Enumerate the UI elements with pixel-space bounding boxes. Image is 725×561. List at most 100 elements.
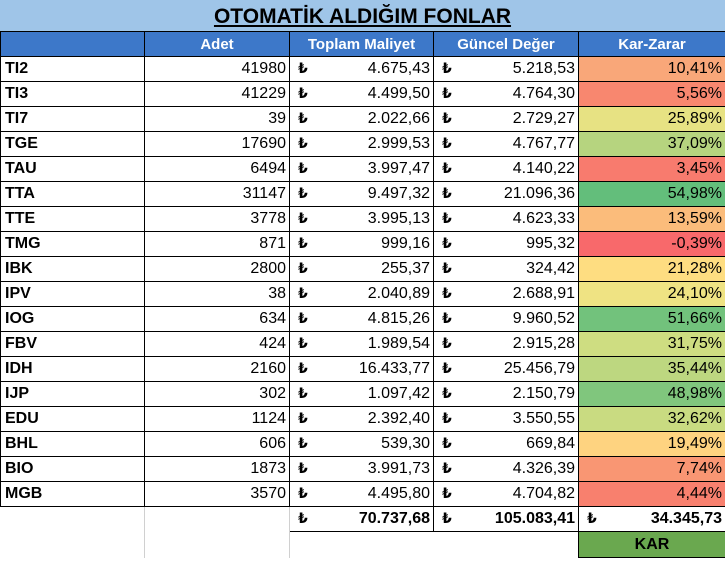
maliyet-cell[interactable]: ₺ 255,37 [289,256,434,282]
blank-cell[interactable] [1,532,145,558]
kar-zarar-cell[interactable]: 25,89% [578,106,725,132]
fund-code[interactable]: MGB [0,481,145,507]
fund-code[interactable]: BIO [0,456,145,482]
fund-code[interactable]: EDU [0,406,145,432]
fund-code[interactable]: IBK [0,256,145,282]
header-adet[interactable]: Adet [144,31,290,57]
kar-zarar-cell[interactable]: 51,66% [578,306,725,332]
adet-cell[interactable]: 302 [144,381,290,407]
deger-cell[interactable]: ₺ 995,32 [433,231,579,257]
maliyet-cell[interactable]: ₺ 9.497,32 [289,181,434,207]
deger-cell[interactable]: ₺ 4.764,30 [433,81,579,107]
maliyet-cell[interactable]: ₺ 4.675,43 [289,56,434,82]
maliyet-cell[interactable]: ₺ 4.815,26 [289,306,434,332]
deger-cell[interactable]: ₺ 2.729,27 [433,106,579,132]
kar-zarar-cell[interactable]: 7,74% [578,456,725,482]
deger-cell[interactable]: ₺ 4.704,82 [433,481,579,507]
maliyet-cell[interactable]: ₺ 2.040,89 [289,281,434,307]
header-name[interactable] [0,31,145,57]
deger-cell[interactable]: ₺ 324,42 [433,256,579,282]
fund-code[interactable]: TI7 [0,106,145,132]
fund-code[interactable]: IJP [0,381,145,407]
maliyet-cell[interactable]: ₺ 4.499,50 [289,81,434,107]
header-kar-zarar[interactable]: Kar-Zarar [578,31,725,57]
fund-code[interactable]: TMG [0,231,145,257]
adet-cell[interactable]: 2800 [144,256,290,282]
deger-cell[interactable]: ₺ 4.326,39 [433,456,579,482]
deger-cell[interactable]: ₺ 2.150,79 [433,381,579,407]
maliyet-cell[interactable]: ₺ 999,16 [289,231,434,257]
kar-zarar-cell[interactable]: 31,75% [578,331,725,357]
maliyet-cell[interactable]: ₺ 3.991,73 [289,456,434,482]
maliyet-cell[interactable]: ₺ 2.392,40 [289,406,434,432]
kar-zarar-cell[interactable]: 10,41% [578,56,725,82]
blank-cell[interactable] [1,507,145,532]
adet-cell[interactable]: 31147 [144,181,290,207]
adet-cell[interactable]: 871 [144,231,290,257]
adet-cell[interactable]: 41980 [144,56,290,82]
maliyet-cell[interactable]: ₺ 4.495,80 [289,481,434,507]
kar-zarar-cell[interactable]: 13,59% [578,206,725,232]
total-maliyet-cell[interactable]: ₺ 70.737,68 [289,506,434,532]
kar-zarar-cell[interactable]: 37,09% [578,131,725,157]
sheet-title[interactable]: OTOMATİK ALDIĞIM FONLAR [0,0,725,32]
kar-zarar-cell[interactable]: 48,98% [578,381,725,407]
maliyet-cell[interactable]: ₺ 2.022,66 [289,106,434,132]
deger-cell[interactable]: ₺ 21.096,36 [433,181,579,207]
fund-code[interactable]: TAU [0,156,145,182]
deger-cell[interactable]: ₺ 25.456,79 [433,356,579,382]
fund-code[interactable]: BHL [0,431,145,457]
fund-code[interactable]: TTE [0,206,145,232]
total-kar-cell[interactable]: ₺ 34.345,73 [578,506,725,532]
maliyet-cell[interactable]: ₺ 2.999,53 [289,131,434,157]
deger-cell[interactable]: ₺ 9.960,52 [433,306,579,332]
adet-cell[interactable]: 1873 [144,456,290,482]
maliyet-cell[interactable]: ₺ 16.433,77 [289,356,434,382]
adet-cell[interactable]: 634 [144,306,290,332]
kar-zarar-cell[interactable]: 54,98% [578,181,725,207]
deger-cell[interactable]: ₺ 2.915,28 [433,331,579,357]
deger-cell[interactable]: ₺ 669,84 [433,431,579,457]
adet-cell[interactable]: 1124 [144,406,290,432]
kar-zarar-cell[interactable]: 19,49% [578,431,725,457]
kar-zarar-cell[interactable]: 5,56% [578,81,725,107]
blank-cell[interactable] [434,532,579,558]
result-label[interactable]: KAR [578,531,725,558]
adet-cell[interactable]: 606 [144,431,290,457]
total-deger-cell[interactable]: ₺ 105.083,41 [433,506,579,532]
adet-cell[interactable]: 38 [144,281,290,307]
adet-cell[interactable]: 3778 [144,206,290,232]
deger-cell[interactable]: ₺ 2.688,91 [433,281,579,307]
deger-cell[interactable]: ₺ 4.767,77 [433,131,579,157]
maliyet-cell[interactable]: ₺ 1.097,42 [289,381,434,407]
kar-zarar-cell[interactable]: 35,44% [578,356,725,382]
fund-code[interactable]: TTA [0,181,145,207]
kar-zarar-cell[interactable]: 24,10% [578,281,725,307]
blank-cell[interactable] [290,532,434,558]
fund-code[interactable]: TI2 [0,56,145,82]
blank-cell[interactable] [144,506,290,532]
adet-cell[interactable]: 17690 [144,131,290,157]
kar-zarar-cell[interactable]: 4,44% [578,481,725,507]
kar-zarar-cell[interactable]: 21,28% [578,256,725,282]
maliyet-cell[interactable]: ₺ 539,30 [289,431,434,457]
adet-cell[interactable]: 41229 [144,81,290,107]
maliyet-cell[interactable]: ₺ 3.997,47 [289,156,434,182]
adet-cell[interactable]: 424 [144,331,290,357]
kar-zarar-cell[interactable]: 32,62% [578,406,725,432]
deger-cell[interactable]: ₺ 4.623,33 [433,206,579,232]
deger-cell[interactable]: ₺ 5.218,53 [433,56,579,82]
fund-code[interactable]: TGE [0,131,145,157]
maliyet-cell[interactable]: ₺ 1.989,54 [289,331,434,357]
maliyet-cell[interactable]: ₺ 3.995,13 [289,206,434,232]
adet-cell[interactable]: 3570 [144,481,290,507]
adet-cell[interactable]: 39 [144,106,290,132]
kar-zarar-cell[interactable]: -0,39% [578,231,725,257]
header-maliyet[interactable]: Toplam Maliyet [289,31,434,57]
fund-code[interactable]: IPV [0,281,145,307]
fund-code[interactable]: TI3 [0,81,145,107]
adet-cell[interactable]: 2160 [144,356,290,382]
header-deger[interactable]: Güncel Değer [433,31,579,57]
deger-cell[interactable]: ₺ 3.550,55 [433,406,579,432]
fund-code[interactable]: IOG [0,306,145,332]
